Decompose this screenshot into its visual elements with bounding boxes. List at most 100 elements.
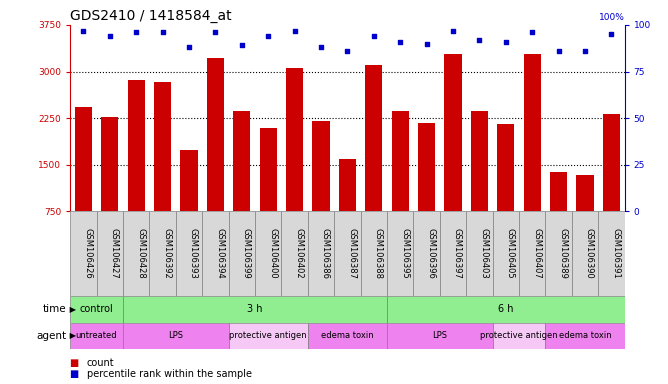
Bar xyxy=(576,175,594,211)
Point xyxy=(580,48,591,54)
Text: GSM106389: GSM106389 xyxy=(558,228,568,279)
Text: ▶: ▶ xyxy=(67,305,76,314)
Bar xyxy=(97,211,123,296)
Bar xyxy=(492,323,545,349)
Text: LPS: LPS xyxy=(432,331,448,341)
Bar xyxy=(180,150,198,211)
Text: control: control xyxy=(79,304,114,314)
Point xyxy=(422,40,432,46)
Bar xyxy=(391,111,409,211)
Bar xyxy=(444,54,462,211)
Text: ■: ■ xyxy=(70,358,83,368)
Bar xyxy=(418,123,435,211)
Text: GSM106388: GSM106388 xyxy=(374,228,383,279)
Bar xyxy=(123,323,228,349)
Text: GSM106402: GSM106402 xyxy=(295,228,303,279)
Text: GSM106396: GSM106396 xyxy=(427,228,436,279)
Bar xyxy=(524,53,541,211)
Bar xyxy=(545,323,625,349)
Text: GSM106386: GSM106386 xyxy=(321,228,330,279)
Bar xyxy=(154,82,171,211)
Bar xyxy=(70,296,123,323)
Bar xyxy=(123,211,150,296)
Text: ■: ■ xyxy=(70,369,83,379)
Bar xyxy=(519,211,545,296)
Bar xyxy=(550,172,567,211)
Text: GSM106403: GSM106403 xyxy=(480,228,488,279)
Bar xyxy=(308,211,334,296)
Point xyxy=(553,48,564,54)
Text: GSM106427: GSM106427 xyxy=(110,228,119,279)
Bar xyxy=(202,211,228,296)
Point xyxy=(289,28,300,34)
Bar xyxy=(361,211,387,296)
Point xyxy=(210,29,220,35)
Bar xyxy=(281,211,308,296)
Bar xyxy=(387,211,413,296)
Point xyxy=(606,31,617,37)
Text: GSM106395: GSM106395 xyxy=(400,228,409,279)
Text: edema toxin: edema toxin xyxy=(321,331,373,341)
Bar xyxy=(598,211,625,296)
Bar xyxy=(70,211,97,296)
Text: GSM106393: GSM106393 xyxy=(189,228,198,279)
Text: GSM106392: GSM106392 xyxy=(162,228,172,279)
Bar xyxy=(150,211,176,296)
Bar xyxy=(387,323,492,349)
Bar xyxy=(101,117,118,211)
Text: GSM106397: GSM106397 xyxy=(453,228,462,279)
Text: ▶: ▶ xyxy=(67,331,76,341)
Text: percentile rank within the sample: percentile rank within the sample xyxy=(87,369,252,379)
Point xyxy=(131,29,142,35)
Text: protective antigen: protective antigen xyxy=(229,331,307,341)
Point xyxy=(78,28,89,34)
Text: 100%: 100% xyxy=(599,13,625,22)
Point xyxy=(236,42,247,48)
Bar xyxy=(228,323,308,349)
Bar xyxy=(466,211,492,296)
Bar xyxy=(286,68,303,211)
Point xyxy=(157,29,168,35)
Text: GSM106399: GSM106399 xyxy=(242,228,250,279)
Bar xyxy=(260,128,277,211)
Bar xyxy=(313,121,329,211)
Text: GDS2410 / 1418584_at: GDS2410 / 1418584_at xyxy=(70,8,232,23)
Text: edema toxin: edema toxin xyxy=(558,331,611,341)
Bar xyxy=(365,65,382,211)
Point xyxy=(474,37,485,43)
Point xyxy=(184,44,194,50)
Bar xyxy=(387,296,625,323)
Text: GSM106391: GSM106391 xyxy=(611,228,621,279)
Point xyxy=(500,39,511,45)
Bar xyxy=(334,211,361,296)
Bar xyxy=(308,323,387,349)
Bar xyxy=(413,211,440,296)
Text: untreated: untreated xyxy=(75,331,118,341)
Point xyxy=(369,33,379,39)
Point xyxy=(104,33,115,39)
Text: GSM106390: GSM106390 xyxy=(585,228,594,279)
Point xyxy=(448,28,458,34)
Bar xyxy=(70,323,123,349)
Bar xyxy=(176,211,202,296)
Bar xyxy=(207,58,224,211)
Bar xyxy=(572,211,598,296)
Bar xyxy=(603,114,620,211)
Bar xyxy=(545,211,572,296)
Text: 3 h: 3 h xyxy=(247,304,263,314)
Text: time: time xyxy=(43,304,67,314)
Bar xyxy=(228,211,255,296)
Bar xyxy=(123,296,387,323)
Text: GSM106387: GSM106387 xyxy=(347,228,356,279)
Point xyxy=(263,33,273,39)
Point xyxy=(527,29,538,35)
Bar xyxy=(255,211,281,296)
Text: GSM106405: GSM106405 xyxy=(506,228,515,279)
Text: protective antigen: protective antigen xyxy=(480,331,558,341)
Text: agent: agent xyxy=(37,331,67,341)
Text: LPS: LPS xyxy=(168,331,183,341)
Text: GSM106407: GSM106407 xyxy=(532,228,541,279)
Point xyxy=(315,44,326,50)
Text: GSM106394: GSM106394 xyxy=(215,228,224,279)
Bar xyxy=(440,211,466,296)
